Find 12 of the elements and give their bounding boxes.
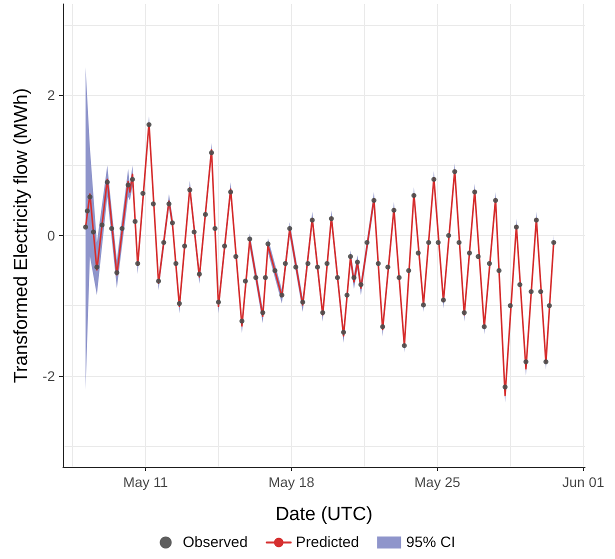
y-tick-label: -2	[42, 368, 56, 384]
y-tick-label: 2	[47, 87, 56, 104]
x-axis-title: Date (UTC)	[275, 504, 373, 525]
y-tick-label: 0	[47, 228, 56, 244]
legend-label: 95% CI	[406, 534, 456, 551]
x-tick-label: May 11	[123, 474, 168, 490]
x-tick-label: May 18	[268, 474, 315, 490]
x-tick-label: Jun 01	[562, 474, 604, 490]
y-axis-title: Transformed Electricity flow (MWh)	[11, 88, 32, 383]
x-tick-label: May 25	[414, 474, 461, 490]
legend-label: Observed	[182, 534, 248, 551]
legend-label: Predicted	[296, 534, 360, 551]
